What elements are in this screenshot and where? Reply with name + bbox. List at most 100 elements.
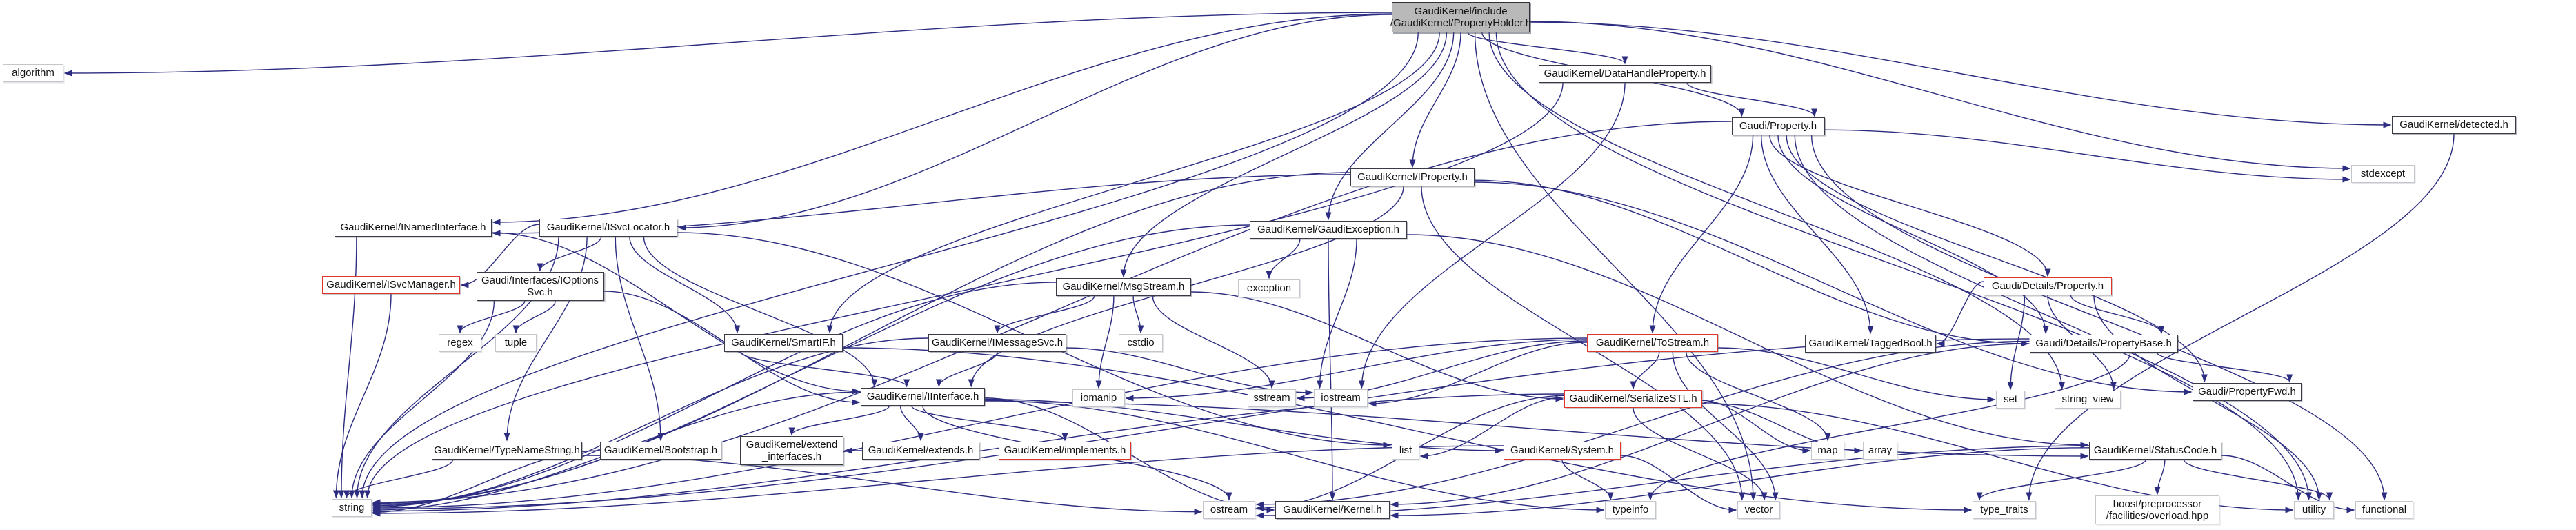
- header-node-iinterface[interactable]: GaudiKernel/IInterface.h: [861, 388, 985, 406]
- include-edge-details-property--set: [2007, 295, 2026, 391]
- include-edge-root--smart-if: [826, 32, 1440, 334]
- header-node-boost-pp-overload: boost/preprocessor /facilities/overload.…: [2095, 495, 2219, 524]
- header-node-bootstrap[interactable]: GaudiKernel/Bootstrap.h: [600, 442, 721, 460]
- include-edge-gaudi-property--to-stream: [1649, 135, 1754, 334]
- header-node-string-view: string_view: [2055, 391, 2121, 409]
- include-edge-root--data-handle-property: [1467, 32, 1628, 65]
- include-edge-root--vector: [1474, 32, 1757, 501]
- header-node-array: array: [1863, 442, 1897, 460]
- include-edge-isvc-locator--type-name-string: [503, 236, 588, 442]
- include-edge-gaudi-property--property-base: [1777, 135, 2049, 335]
- include-edge-to-stream--vector: [1672, 351, 1779, 501]
- include-edge-gaudi-property--stdexcept: [1824, 129, 2351, 183]
- header-node-data-handle-property[interactable]: GaudiKernel/DataHandleProperty.h: [1539, 65, 1711, 83]
- include-edge-iinterface--system: [984, 398, 1504, 454]
- include-edge-details-property--tagged-bool: [1936, 281, 1984, 347]
- header-node-cstdio: cstdio: [1119, 334, 1163, 352]
- header-node-tuple: tuple: [495, 334, 537, 352]
- header-node-kernel[interactable]: GaudiKernel/Kernel.h: [1275, 501, 1390, 519]
- include-edge-property-base--kernel: [1390, 343, 2030, 508]
- header-node-implements[interactable]: GaudiKernel/implements.h: [999, 442, 1131, 460]
- include-edge-root--algorithm: [63, 12, 1392, 77]
- header-node-isvc-manager[interactable]: GaudiKernel/ISvcManager.h: [322, 276, 460, 294]
- header-node-iostream: iostream: [1314, 389, 1368, 407]
- include-edge-ioptions-svc--tuple: [512, 300, 556, 334]
- header-node-extend-interfaces[interactable]: GaudiKernel/extend _interfaces.h: [740, 436, 843, 465]
- header-node-inamed-interface[interactable]: GaudiKernel/INamedInterface.h: [335, 219, 492, 237]
- include-edge-status-code--boost-pp-overload: [2154, 459, 2166, 495]
- header-node-algorithm: algorithm: [3, 64, 63, 82]
- include-edge-root--string-view: [1488, 32, 2066, 391]
- header-node-set: set: [1996, 391, 2025, 409]
- header-node-extends[interactable]: GaudiKernel/extends.h: [862, 442, 979, 460]
- header-node-details-property[interactable]: Gaudi/Details/Property.h: [1984, 277, 2112, 295]
- header-node-type-name-string[interactable]: GaudiKernel/TypeNameString.h: [432, 442, 582, 460]
- include-edge-to-stream--serialize-stl: [1630, 351, 1660, 390]
- header-node-root: GaudiKernel/include /GaudiKernel/Propert…: [1390, 2, 1531, 32]
- include-edge-isvc-locator--iinterface: [643, 236, 878, 388]
- header-node-regex: regex: [439, 334, 481, 352]
- include-edge-iproperty--property-fwd: [1474, 181, 2193, 395]
- header-node-gaudi-exception[interactable]: GaudiKernel/GaudiException.h: [1250, 221, 1407, 239]
- include-edge-serialize-stl--vector: [1633, 407, 1768, 501]
- include-edge-root--isvc-locator: [677, 14, 1392, 231]
- include-edge-serialize-stl--list: [1419, 396, 1565, 460]
- include-edge-data-handle-property--gaudi-property: [1686, 82, 1818, 117]
- include-edge-isvc-locator--smart-if: [629, 236, 741, 334]
- include-edge-root--utility: [1495, 32, 2302, 501]
- header-node-serialize-stl[interactable]: GaudiKernel/SerializeSTL.h: [1564, 390, 1702, 408]
- include-edge-system--vector: [1620, 455, 1737, 513]
- include-edge-details-property--property-base: [2070, 295, 2165, 335]
- include-edge-status-code--functional: [2221, 455, 2355, 513]
- header-node-imessage-svc[interactable]: GaudiKernel/IMessageSvc.h: [928, 334, 1066, 352]
- include-edge-root--inamed-interface: [492, 13, 1392, 226]
- include-edge-iinterface--extend-interfaces: [788, 405, 890, 436]
- header-node-msg-stream[interactable]: GaudiKernel/MsgStream.h: [1056, 278, 1191, 296]
- include-edge-root--detected: [1529, 21, 2392, 128]
- include-edge-type-name-string--string: [343, 459, 454, 499]
- include-edge-system--typeinfo: [1561, 459, 1614, 501]
- header-node-sstream: sstream: [1248, 389, 1296, 407]
- include-edge-isvc-manager--string: [332, 293, 392, 499]
- include-edge-gaudi-exception--exception: [1266, 238, 1301, 279]
- header-node-smart-if[interactable]: GaudiKernel/SmartIF.h: [724, 334, 843, 352]
- header-node-iomanip: iomanip: [1072, 389, 1125, 407]
- header-node-detected[interactable]: GaudiKernel/detected.h: [2392, 116, 2516, 134]
- include-edge-msg-stream--cstdio: [1132, 295, 1144, 334]
- include-edge-gaudi-property--details-property: [1769, 135, 2051, 277]
- header-node-functional: functional: [2355, 501, 2413, 519]
- header-node-system[interactable]: GaudiKernel/System.h: [1504, 442, 1621, 460]
- header-node-type-traits: type_traits: [1973, 501, 2036, 519]
- header-node-property-fwd[interactable]: Gaudi/PropertyFwd.h: [2193, 383, 2302, 401]
- header-node-typeinfo: typeinfo: [1605, 501, 1656, 519]
- include-edge-ioptions-svc--string: [348, 300, 495, 499]
- header-node-isvc-locator[interactable]: GaudiKernel/ISvcLocator.h: [539, 219, 677, 237]
- header-node-iproperty[interactable]: GaudiKernel/IProperty.h: [1350, 168, 1475, 186]
- include-edge-to-stream--iostream: [1368, 342, 1588, 407]
- header-node-map: map: [1811, 442, 1844, 460]
- include-edge-root--iproperty: [1409, 32, 1461, 168]
- include-edge-gaudi-property--property-fwd: [1786, 135, 2208, 383]
- include-edge-isvc-locator--bootstrap: [615, 236, 664, 442]
- include-edge-to-stream--string: [372, 337, 1588, 511]
- include-edge-iproperty--vector: [1421, 186, 1746, 501]
- include-edge-root--string: [359, 32, 1419, 499]
- include-edge-gaudi-exception--iostream: [1317, 238, 1357, 389]
- include-edge-gaudi-property--functional: [1810, 135, 2388, 501]
- header-node-ioptions-svc[interactable]: Gaudi/Interfaces/IOptions Svc.h: [476, 272, 604, 301]
- header-node-status-code[interactable]: GaudiKernel/StatusCode.h: [2089, 442, 2221, 460]
- header-node-gaudi-property[interactable]: Gaudi/Property.h: [1731, 117, 1825, 135]
- include-edge-property-base--property-fwd: [2156, 352, 2293, 383]
- header-node-tagged-bool[interactable]: GaudiKernel/TaggedBool.h: [1805, 335, 1936, 353]
- include-edge-msg-stream--string: [372, 282, 1057, 509]
- header-node-utility: utility: [2294, 501, 2334, 519]
- include-edge-msg-stream--sstream: [1152, 295, 1275, 389]
- include-edge-msg-stream--iomanip: [1095, 295, 1115, 389]
- header-node-to-stream[interactable]: GaudiKernel/ToStream.h: [1587, 334, 1718, 352]
- include-edge-gaudi-exception--kernel: [1328, 238, 1336, 501]
- include-edge-isvc-locator--ioptions-svc: [537, 236, 602, 272]
- header-node-property-base[interactable]: Gaudi/Details/PropertyBase.h: [2029, 335, 2178, 353]
- include-edge-inamed-interface--string: [338, 236, 357, 499]
- include-edge-serialize-stl--map: [1701, 400, 1811, 454]
